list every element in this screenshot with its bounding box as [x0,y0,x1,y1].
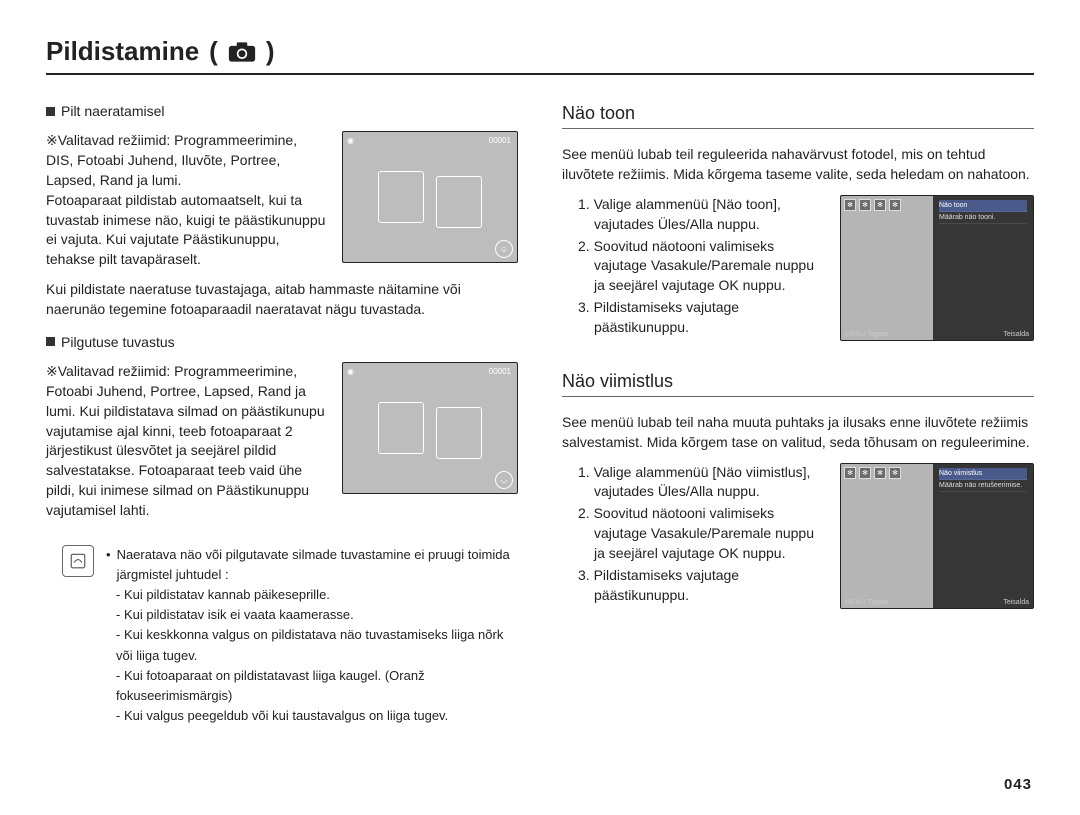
hud-mode-icon: ◉ [347,367,354,376]
list-item: 2. Soovitud näotooni valimiseks vajutage… [578,237,826,297]
list-item: 3. Pildistamiseks vajutage päästikunuppu… [578,566,826,606]
blink-mode-icon: ◡ [495,471,513,489]
list-item: 3. Pildistamiseks vajutage päästikunuppu… [578,298,826,338]
thumb-footer-right: Teisalda [1003,331,1029,338]
thumb-icon: ✻ [844,199,856,211]
hud-mode-icon: ◉ [347,136,354,145]
note-item: - Kui pildistatav kannab päikeseprille. [116,585,518,605]
thumb-footer-right: Teisalda [1003,599,1029,606]
list-item: 1. Valige alammenüü [Näo toon], vajutade… [578,195,826,235]
list-item: 2. Soovitud näotooni valimiseks vajutage… [578,504,826,564]
facetone-steps: 1. Valige alammenüü [Näo toon], vajutade… [562,195,826,340]
faceretouch-screenshot: ✻✻✻✻ Näo viimistlus Määrab näo retušeeri… [840,463,1034,609]
thumb-icon: ✻ [844,467,856,479]
note-item: - Kui keskkonna valgus on pildistatava n… [116,625,518,665]
note-box: •Naeratava näo või pilgutavate silmade t… [62,545,518,726]
thumb-icon: ✻ [859,467,871,479]
section-heading-smile: Pilt naeratamisel [46,103,518,119]
title-close-paren: ) [266,36,275,67]
blink-screenshot: ◉ 00001 ◡ [342,362,518,494]
list-item: 1. Valige alammenüü [Näo viimistlus], va… [578,463,826,503]
section-heading-text: Pilgutuse tuvastus [61,334,175,350]
note-lead: •Naeratava näo või pilgutavate silmade t… [106,545,518,585]
thumb-footer-left: MENU Tagasi [845,331,888,338]
left-column: Pilt naeratamisel ※Valitavad režiimid: P… [46,97,518,726]
camera-icon [228,41,256,63]
page-title-row: Pildistamine ( ) [46,36,1034,75]
smile-screenshot: ◉ 00001 ☺ [342,131,518,263]
section-heading-facetone: Näo toon [562,103,1034,129]
square-bullet-icon [46,337,55,346]
thumb-icon: ✻ [889,467,901,479]
section-heading-faceretouch: Näo viimistlus [562,371,1034,397]
thumb-icon: ✻ [859,199,871,211]
menu-row: Määrab näo retušeerimise. [939,480,1027,492]
section-heading-text: Pilt naeratamisel [61,103,165,119]
thumb-footer-left: MENU Tagasi [845,599,888,606]
note-item: - Kui fotoaparaat on pildistatavast liig… [116,666,518,706]
faceretouch-steps: 1. Valige alammenüü [Näo viimistlus], va… [562,463,826,608]
menu-row: Näo viimistlus [939,468,1027,480]
section-heading-blink: Pilgutuse tuvastus [46,334,518,350]
thumb-menu: Näo viimistlus Määrab näo retušeerimise. [933,464,1033,608]
note-item: - Kui valgus peegeldub või kui taustaval… [116,706,518,726]
thumb-menu: Näo toon Määrab näo tooni. [933,196,1033,340]
thumb-icon: ✻ [874,199,886,211]
blink-paragraph: ※Valitavad režiimid: Programmeerimine, F… [46,362,328,521]
facetone-screenshot: ✻✻✻✻ Näo toon Määrab näo tooni. MENU Tag… [840,195,1034,341]
thumb-icon: ✻ [889,199,901,211]
page-number: 043 [1004,776,1032,793]
thumb-icon: ✻ [874,467,886,479]
facetone-intro: See menüü lubab teil reguleerida nahavär… [562,145,1034,185]
hud-counter: 00001 [489,136,511,145]
right-column: Näo toon See menüü lubab teil reguleerid… [562,97,1034,726]
page-title: Pildistamine [46,36,199,67]
faceretouch-intro: See menüü lubab teil naha muuta puhtaks … [562,413,1034,453]
menu-row: Näo toon [939,200,1027,212]
hud-counter: 00001 [489,367,511,376]
smile-paragraph-2: Kui pildistate naeratuse tuvastajaga, ai… [46,280,518,320]
menu-row: Määrab näo tooni. [939,212,1027,224]
smile-paragraph-1: ※Valitavad režiimid: Programmeerimine, D… [46,131,328,270]
smile-mode-icon: ☺ [495,240,513,258]
note-item: - Kui pildistatav isik ei vaata kaameras… [116,605,518,625]
title-open-paren: ( [209,36,218,67]
note-icon [62,545,94,577]
square-bullet-icon [46,107,55,116]
